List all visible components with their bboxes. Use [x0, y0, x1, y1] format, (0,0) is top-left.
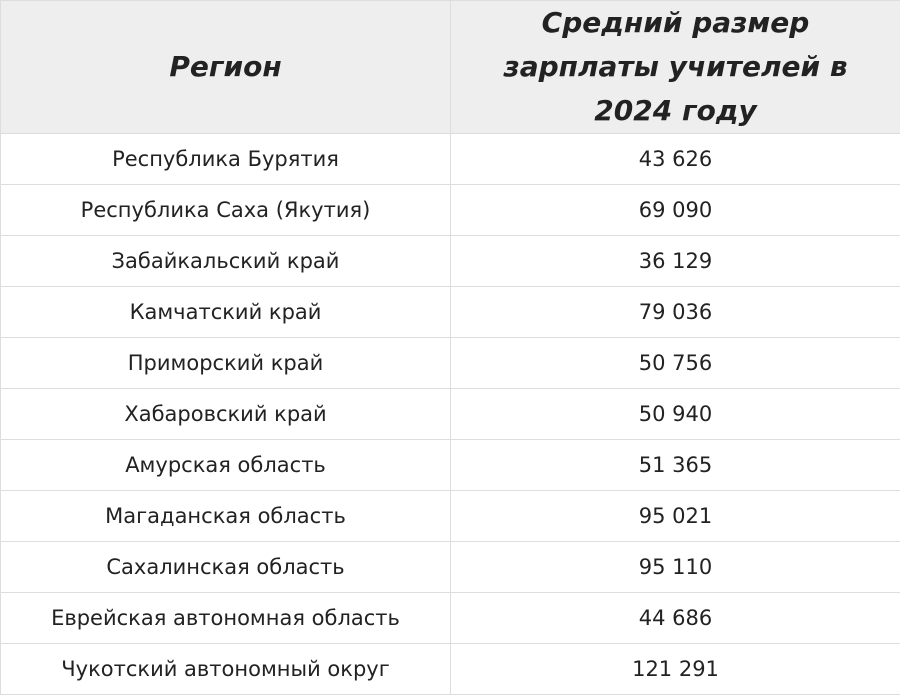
region-cell: Приморский край — [1, 338, 451, 389]
salary-cell: 95 110 — [451, 542, 900, 593]
region-cell: Хабаровский край — [1, 389, 451, 440]
table-row: Амурская область 51 365 — [1, 440, 900, 491]
region-cell: Камчатский край — [1, 287, 451, 338]
region-cell: Магаданская область — [1, 491, 451, 542]
region-cell: Чукотский автономный округ — [1, 644, 451, 695]
salary-cell: 121 291 — [451, 644, 900, 695]
salary-cell: 50 756 — [451, 338, 900, 389]
salary-cell: 50 940 — [451, 389, 900, 440]
salary-cell: 36 129 — [451, 236, 900, 287]
region-cell: Забайкальский край — [1, 236, 451, 287]
region-cell: Республика Саха (Якутия) — [1, 185, 451, 236]
header-salary: Средний размер зарплаты учителей в 2024 … — [451, 1, 900, 134]
table-row: Республика Бурятия 43 626 — [1, 134, 900, 185]
salary-cell: 44 686 — [451, 593, 900, 644]
region-cell: Еврейская автономная область — [1, 593, 451, 644]
region-cell: Республика Бурятия — [1, 134, 451, 185]
header-region: Регион — [1, 1, 451, 134]
table-row: Камчатский край 79 036 — [1, 287, 900, 338]
salary-cell: 43 626 — [451, 134, 900, 185]
salary-cell: 69 090 — [451, 185, 900, 236]
table-row: Чукотский автономный округ 121 291 — [1, 644, 900, 695]
salary-cell: 95 021 — [451, 491, 900, 542]
table-row: Забайкальский край 36 129 — [1, 236, 900, 287]
table-row: Республика Саха (Якутия) 69 090 — [1, 185, 900, 236]
table-row: Магаданская область 95 021 — [1, 491, 900, 542]
table-row: Сахалинская область 95 110 — [1, 542, 900, 593]
region-cell: Амурская область — [1, 440, 451, 491]
table-row: Приморский край 50 756 — [1, 338, 900, 389]
salary-cell: 79 036 — [451, 287, 900, 338]
table-header-row: Регион Средний размер зарплаты учителей … — [1, 1, 900, 134]
table-row: Еврейская автономная область 44 686 — [1, 593, 900, 644]
table-row: Хабаровский край 50 940 — [1, 389, 900, 440]
salary-cell: 51 365 — [451, 440, 900, 491]
region-cell: Сахалинская область — [1, 542, 451, 593]
